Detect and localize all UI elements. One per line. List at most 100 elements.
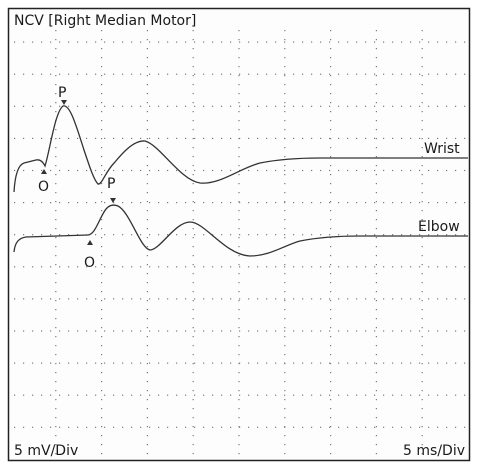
grid-dot xyxy=(428,266,430,268)
grid-dot xyxy=(212,298,214,300)
grid-dot xyxy=(55,75,57,77)
grid-dot xyxy=(14,73,16,75)
grid-dot xyxy=(238,390,240,392)
grid-dot xyxy=(374,394,376,396)
grid-dot xyxy=(238,183,240,185)
grid-dot xyxy=(113,105,115,107)
grid-dot xyxy=(446,105,448,107)
grid-dot xyxy=(421,201,423,203)
grid-dot xyxy=(284,318,286,320)
grid-dot xyxy=(374,105,376,107)
grid-dot xyxy=(221,169,223,172)
grid-dot xyxy=(238,30,240,32)
grid-dot xyxy=(212,73,214,75)
grid-dot xyxy=(338,426,340,428)
grid-dot xyxy=(55,309,57,311)
grid-dot xyxy=(149,298,151,300)
grid-dot xyxy=(284,327,286,329)
grid-dot xyxy=(221,137,223,139)
grid-dot xyxy=(238,444,240,446)
grid-dot xyxy=(464,362,466,364)
grid-dot xyxy=(356,234,358,236)
grid-dot xyxy=(55,300,57,302)
grid-dot xyxy=(146,408,148,410)
grid-dot xyxy=(437,298,439,300)
grid-dot xyxy=(383,41,385,43)
grid-dot xyxy=(266,73,268,75)
grid-dot xyxy=(77,169,79,172)
grid-dot xyxy=(104,73,106,75)
grid-dot xyxy=(101,399,103,401)
grid-dot xyxy=(230,394,232,396)
grid-dot xyxy=(437,234,439,236)
grid-dot xyxy=(86,41,88,43)
grid-dot xyxy=(212,137,214,139)
grid-dot xyxy=(176,105,178,107)
grid-dot xyxy=(176,234,178,236)
grid-dot xyxy=(330,246,332,248)
grid-dot xyxy=(55,273,57,275)
grid-dot xyxy=(421,291,423,293)
grid-dot xyxy=(140,330,142,332)
grid-dot xyxy=(167,394,169,396)
grid-dot xyxy=(401,202,403,204)
grid-dot xyxy=(146,183,148,185)
grid-dot xyxy=(330,183,332,185)
grid-dot xyxy=(419,73,421,75)
grid-dot xyxy=(446,41,448,43)
grid-dot xyxy=(284,444,286,446)
grid-dot xyxy=(375,75,377,77)
grid-dot xyxy=(284,234,286,236)
grid-dot xyxy=(446,169,448,172)
grid-dot xyxy=(101,210,103,212)
grid-dot xyxy=(146,201,148,203)
grid-dot xyxy=(311,41,313,43)
grid-dot xyxy=(176,426,178,428)
grid-dot xyxy=(375,57,377,59)
grid-dot xyxy=(330,120,332,122)
grid-dot xyxy=(176,298,178,300)
grid-dot xyxy=(375,372,377,374)
grid-dot xyxy=(338,362,340,364)
grid-dot xyxy=(59,362,61,364)
grid-dot xyxy=(330,408,332,410)
grid-dot xyxy=(192,201,194,203)
grid-dot xyxy=(421,363,423,365)
grid-dot xyxy=(338,266,340,268)
wrist-trace xyxy=(13,105,468,193)
grid-dot xyxy=(140,362,142,364)
grid-dot xyxy=(239,298,241,300)
grid-dot xyxy=(320,41,322,43)
grid-dot xyxy=(365,137,367,139)
grid-dot xyxy=(329,73,331,75)
grid-dot xyxy=(140,105,142,107)
grid-dot xyxy=(113,41,115,43)
grid-dot xyxy=(311,298,313,300)
grid-dot xyxy=(113,394,115,396)
grid-dot xyxy=(446,202,448,204)
grid-dot xyxy=(238,39,240,41)
grid-dot xyxy=(146,138,148,140)
grid-dot xyxy=(176,362,178,364)
grid-dot xyxy=(55,255,57,257)
grid-dot xyxy=(158,362,160,364)
grid-dot xyxy=(365,426,367,428)
grid-dot xyxy=(59,234,61,236)
grid-dot xyxy=(14,105,16,107)
grid-dot xyxy=(192,57,194,59)
grid-dot xyxy=(122,394,124,396)
grid-dot xyxy=(284,202,286,204)
grid-dot xyxy=(14,266,16,268)
grid-dot xyxy=(23,169,25,172)
grid-dot xyxy=(374,169,376,172)
grid-dot xyxy=(32,202,34,204)
grid-dot xyxy=(421,309,423,311)
grid-dot xyxy=(330,363,332,365)
grid-dot xyxy=(101,156,103,158)
grid-dot xyxy=(41,73,43,75)
grid-dot xyxy=(257,169,259,172)
grid-dot xyxy=(101,453,103,455)
grid-dot xyxy=(266,137,268,139)
grid-dot xyxy=(320,202,322,204)
grid-dot xyxy=(41,41,43,43)
